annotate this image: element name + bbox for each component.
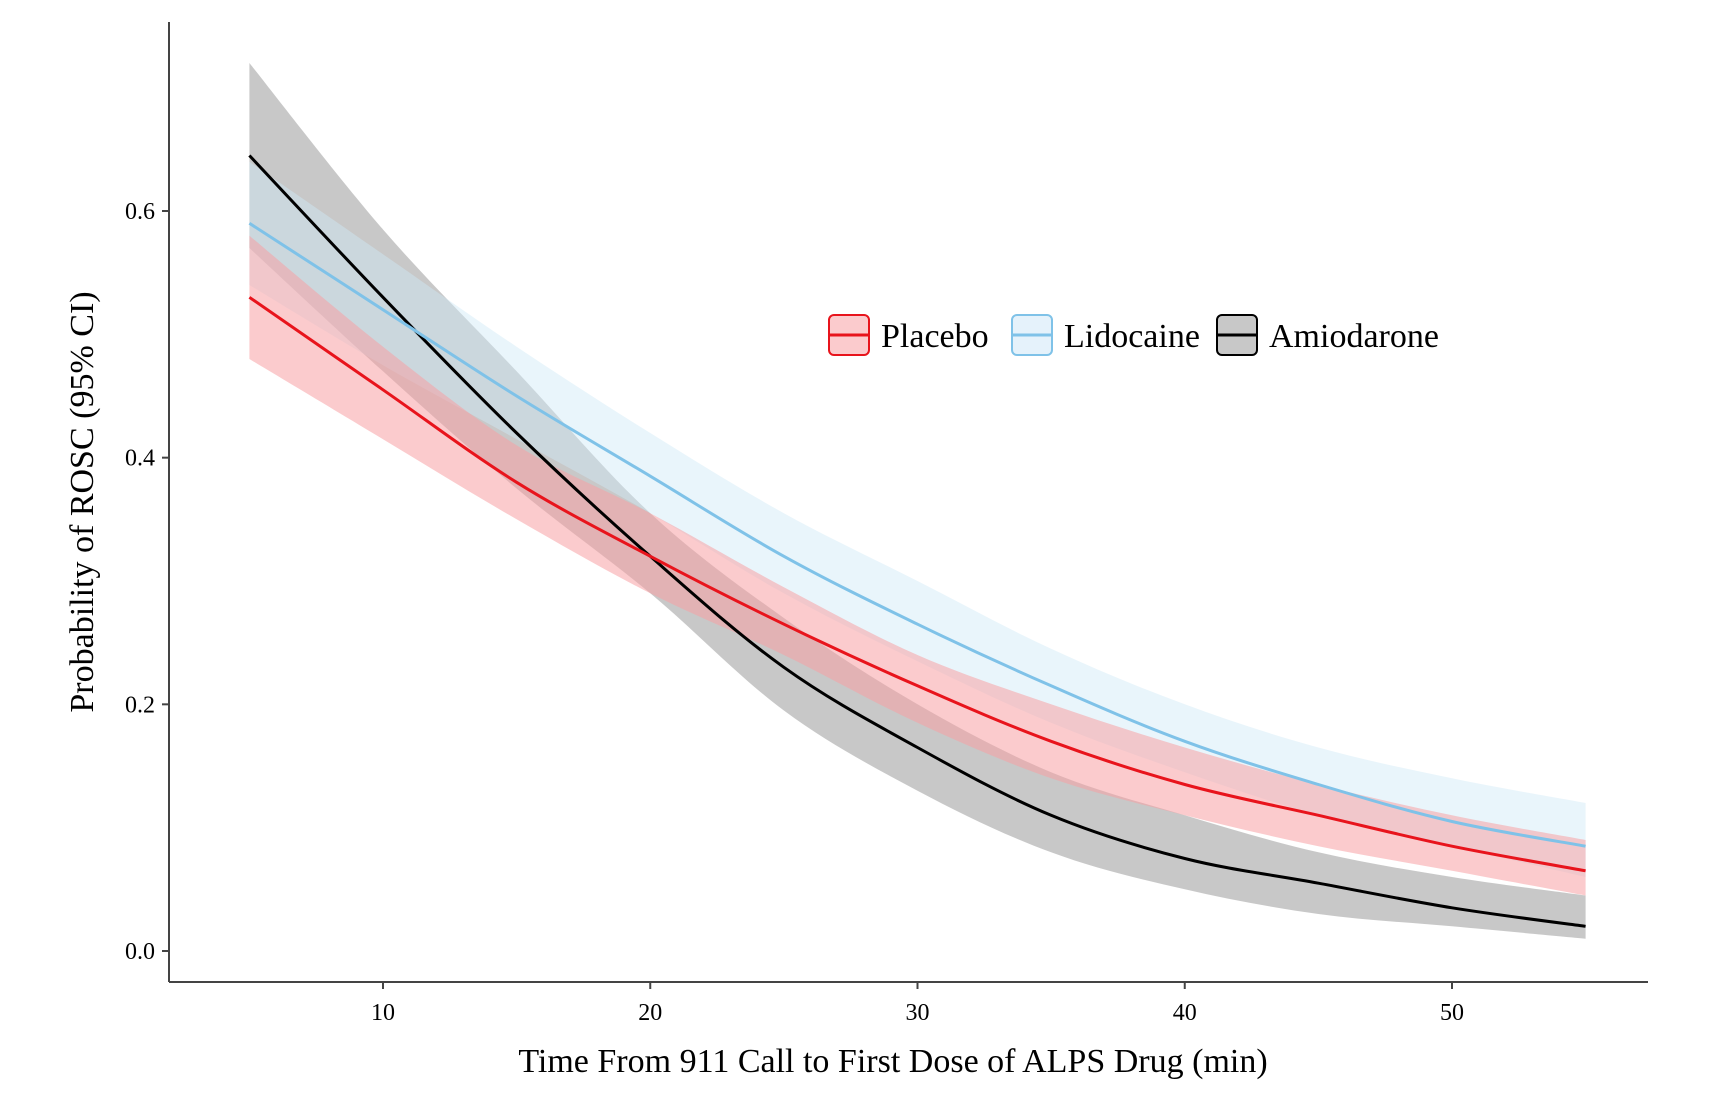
x-ticks: 10 20 30 40 50	[371, 982, 1464, 1026]
ci-band-placebo	[249, 235, 1586, 896]
legend-label-amiodarone: Amiodarone	[1269, 318, 1439, 355]
y-tick-label: 0.4	[125, 446, 155, 472]
confidence-bands	[249, 63, 1586, 939]
legend-item-lidocaine: Lidocaine	[1011, 314, 1200, 356]
x-tick-label: 50	[1440, 1000, 1464, 1026]
y-tick-label: 0.0	[125, 939, 155, 965]
legend: Placebo Lidocaine Amiodarone	[828, 314, 1439, 356]
y-ticks: 0.0 0.2 0.4 0.6	[125, 199, 169, 965]
y-tick-label: 0.6	[125, 199, 155, 225]
series-line-amiodarone	[248, 154, 1586, 928]
x-tick-label: 20	[638, 1000, 662, 1026]
series-line-placebo	[248, 296, 1586, 873]
y-axis-title: Probability of ROSC (95% CI)	[64, 291, 101, 712]
legend-item-amiodarone: Amiodarone	[1216, 314, 1439, 356]
legend-item-placebo: Placebo	[828, 314, 989, 356]
x-tick-label: 30	[906, 1000, 930, 1026]
x-tick-label: 40	[1173, 1000, 1197, 1026]
x-tick-label: 10	[371, 1000, 395, 1026]
y-tick-label: 0.2	[125, 692, 155, 718]
legend-label-lidocaine: Lidocaine	[1064, 318, 1200, 355]
legend-label-placebo: Placebo	[881, 318, 989, 355]
series-line-lidocaine	[248, 222, 1586, 848]
x-axis-title: Time From 911 Call to First Dose of ALPS…	[518, 1043, 1267, 1080]
ci-band-amiodarone	[249, 63, 1586, 939]
ci-band-lidocaine	[249, 161, 1586, 877]
series-lines	[248, 154, 1586, 928]
